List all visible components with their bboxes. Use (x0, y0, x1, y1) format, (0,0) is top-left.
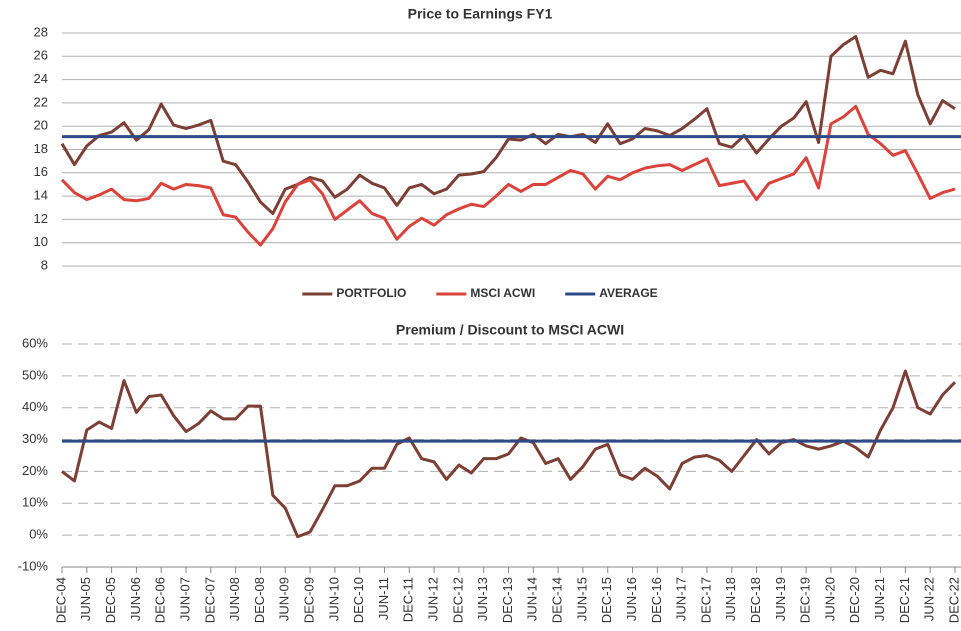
x-tick-label: DEC-06 (153, 577, 168, 623)
x-tick-label: DEC-13 (500, 577, 515, 623)
x-tick-label: JUN-18 (723, 577, 738, 621)
y-tick-label: 26 (34, 48, 48, 63)
x-tick-label: DEC-22 (946, 577, 961, 623)
y-tick-label: 20% (22, 463, 48, 478)
y-tick-label: 20 (34, 118, 48, 133)
y-tick-label: 10% (22, 495, 48, 510)
y-tick-label: 60% (22, 335, 48, 350)
y-tick-label: 16 (34, 164, 48, 179)
x-tick-label: DEC-11 (401, 577, 416, 622)
x-tick-label: DEC-15 (599, 577, 614, 623)
x-tick-label: JUN-06 (128, 577, 143, 621)
x-tick-label: DEC-18 (748, 577, 763, 623)
x-tick-label: DEC-07 (202, 577, 217, 623)
y-tick-label: 50% (22, 367, 48, 382)
x-tick-label: DEC-04 (53, 577, 68, 623)
x-tick-label: DEC-10 (351, 577, 366, 623)
x-tick-label: JUN-05 (78, 577, 93, 621)
y-tick-label: 40% (22, 399, 48, 414)
x-tick-label: JUN-15 (574, 577, 589, 621)
y-tick-label: 30% (22, 431, 48, 446)
y-tick-label: 22 (34, 94, 48, 109)
x-tick-label: DEC-14 (550, 577, 565, 623)
x-tick-label: JUN-08 (227, 577, 242, 621)
y-tick-label: 24 (34, 71, 48, 86)
x-tick-label: JUN-20 (822, 577, 837, 621)
legend-label: AVERAGE (599, 286, 657, 300)
x-tick-label: DEC-20 (847, 577, 862, 623)
x-tick-label: JUN-21 (872, 577, 887, 621)
x-tick-label: JUN-09 (277, 577, 292, 621)
x-tick-label: DEC-17 (698, 577, 713, 623)
legend-label: PORTFOLIO (336, 286, 406, 300)
x-tick-label: JUN-19 (773, 577, 788, 621)
y-tick-label: 0% (29, 527, 48, 542)
x-tick-label: JUN-14 (525, 577, 540, 621)
y-tick-label: 18 (34, 141, 48, 156)
y-tick-label: 14 (34, 188, 48, 203)
series-line (61, 369, 957, 539)
x-tick-label: JUN-10 (326, 577, 341, 621)
x-tick-label: JUN-22 (922, 577, 937, 621)
y-tick-label: 12 (34, 211, 48, 226)
x-tick-label: JUN-11 (376, 577, 391, 620)
y-tick-label: 28 (34, 24, 48, 39)
x-tick-label: DEC-09 (301, 577, 316, 623)
y-tick-label: 8 (41, 257, 48, 272)
x-tick-label: JUN-07 (177, 577, 192, 621)
x-tick-label: JUN-16 (624, 577, 639, 621)
x-tick-label: DEC-16 (649, 577, 664, 623)
x-tick-label: DEC-19 (798, 577, 813, 623)
x-tick-label: DEC-21 (897, 577, 912, 623)
y-tick-label: 10 (34, 234, 48, 249)
x-tick-label: DEC-05 (103, 577, 118, 623)
chart-title: Price to Earnings FY1 (408, 6, 553, 22)
x-tick-label: JUN-12 (426, 577, 441, 621)
x-tick-label: JUN-13 (475, 577, 490, 621)
series-line (60, 34, 956, 216)
legend-label: MSCI ACWI (470, 286, 535, 300)
x-tick-label: JUN-17 (674, 577, 689, 621)
y-tick-label: -10% (18, 558, 49, 573)
x-tick-label: DEC-12 (450, 577, 465, 623)
x-tick-label: DEC-08 (252, 577, 267, 623)
chart-title: Premium / Discount to MSCI ACWI (396, 322, 624, 338)
series-line (60, 104, 956, 247)
